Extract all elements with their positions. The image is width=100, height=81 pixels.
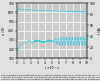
- Y-axis label: u (V): u (V): [2, 27, 6, 35]
- Text: Oscillogramme d'un phénomène d'oscillations stables dans un arc électrique par u: Oscillogramme d'un phénomène d'oscillati…: [1, 75, 100, 80]
- Y-axis label: I (A): I (A): [98, 27, 100, 34]
- X-axis label: t ×10⁻² s: t ×10⁻² s: [45, 67, 59, 70]
